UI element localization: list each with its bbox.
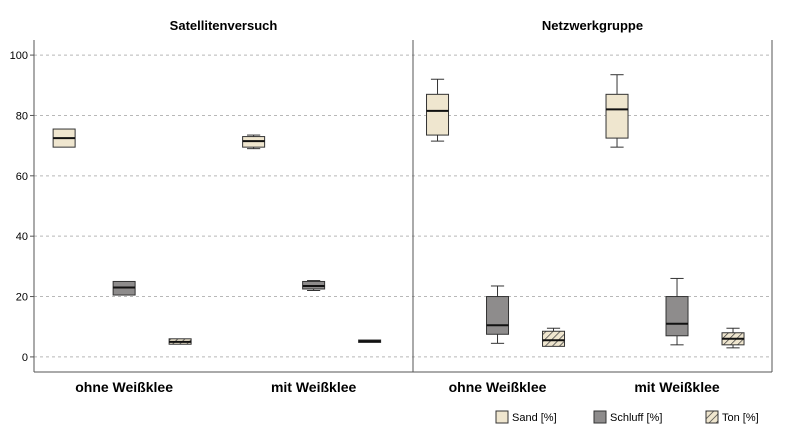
plot-frame — [33, 40, 773, 373]
y-tick-label: 60 — [16, 171, 28, 183]
y-tick-label: 0 — [22, 352, 28, 364]
legend-swatch — [705, 410, 719, 424]
box-sand — [242, 134, 266, 150]
box-ton — [721, 327, 745, 349]
box-sand — [605, 74, 629, 148]
box-sand — [426, 78, 450, 142]
box-iqr — [486, 296, 510, 335]
box-iqr — [605, 93, 629, 139]
box-ton — [542, 327, 566, 347]
panels: Satellitenversuch ohne Weißklee mit Weißkl… — [52, 18, 745, 395]
y-tick-label: 20 — [16, 292, 28, 304]
box-group: ohne Weißklee — [426, 78, 566, 395]
legend-label: Ton [%] — [722, 412, 759, 424]
box-schluff — [112, 280, 136, 296]
panel-2: Netzwerkgruppe ohne Weißklee mit Weißklee — [426, 18, 745, 395]
legend-label: Sand [%] — [512, 412, 557, 424]
panel-title: Netzwerkgruppe — [542, 18, 643, 33]
box-iqr — [665, 296, 689, 337]
category-label: ohne Weißklee — [75, 379, 173, 395]
category-label: ohne Weißklee — [449, 379, 547, 395]
y-tick-label: 40 — [16, 231, 28, 243]
grid-layer — [34, 54, 772, 358]
legend-swatch — [495, 410, 509, 424]
box-ton — [358, 339, 382, 343]
box-group: mit Weißklee — [242, 134, 382, 395]
box-group: ohne Weißklee — [52, 128, 192, 395]
box-ton — [168, 338, 192, 345]
legend-item: Sand [%] — [495, 410, 557, 424]
category-label: mit Weißklee — [271, 379, 357, 395]
panel-1: Satellitenversuch ohne Weißklee mit Weißkl… — [52, 18, 382, 395]
legend-item: Ton [%] — [705, 410, 759, 424]
box-schluff — [302, 280, 326, 292]
box-iqr — [542, 330, 566, 347]
legend: Sand [%] Schluff [%] Ton [%] — [495, 410, 759, 424]
legend-item: Schluff [%] — [593, 410, 662, 424]
y-tick-label: 80 — [16, 110, 28, 122]
box-schluff — [665, 277, 689, 346]
panel-title: Satellitenversuch — [170, 18, 278, 33]
box-schluff — [486, 285, 510, 344]
y-axis: 0 20 40 60 80 100 — [10, 50, 34, 364]
category-label: mit Weißklee — [634, 379, 720, 395]
box-group: mit Weißklee — [605, 74, 745, 395]
box-iqr — [426, 93, 450, 136]
legend-swatch — [593, 410, 607, 424]
y-tick-label: 100 — [10, 50, 28, 62]
legend-label: Schluff [%] — [610, 412, 662, 424]
box-sand — [52, 128, 76, 148]
